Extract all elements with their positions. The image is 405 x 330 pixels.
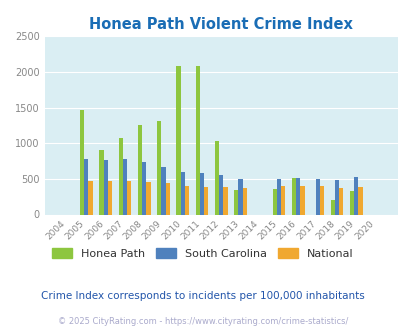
Bar xyxy=(349,191,353,214)
Bar xyxy=(319,186,323,214)
Bar xyxy=(176,66,180,214)
Bar xyxy=(296,178,300,214)
Bar xyxy=(99,149,103,214)
Bar xyxy=(272,189,276,214)
Bar xyxy=(137,125,142,214)
Title: Honea Path Violent Crime Index: Honea Path Violent Crime Index xyxy=(89,17,352,32)
Bar xyxy=(84,159,88,214)
Bar xyxy=(195,66,199,214)
Bar xyxy=(330,200,334,215)
Bar xyxy=(103,160,107,214)
Bar xyxy=(204,187,208,214)
Bar xyxy=(107,181,112,214)
Bar xyxy=(122,159,127,214)
Bar xyxy=(238,179,242,214)
Bar xyxy=(358,187,362,214)
Bar xyxy=(199,173,204,214)
Bar xyxy=(165,183,169,214)
Bar xyxy=(127,181,131,214)
Bar xyxy=(353,178,358,214)
Bar xyxy=(300,186,304,214)
Bar xyxy=(80,110,84,214)
Bar xyxy=(291,178,296,214)
Bar xyxy=(234,190,238,215)
Bar xyxy=(214,141,219,214)
Text: © 2025 CityRating.com - https://www.cityrating.com/crime-statistics/: © 2025 CityRating.com - https://www.city… xyxy=(58,317,347,326)
Bar xyxy=(157,121,161,214)
Bar xyxy=(180,172,184,214)
Bar xyxy=(223,187,227,214)
Bar xyxy=(338,188,343,215)
Bar xyxy=(334,180,338,214)
Bar xyxy=(219,175,223,215)
Bar xyxy=(146,182,150,214)
Bar xyxy=(118,138,122,214)
Bar xyxy=(88,181,92,214)
Bar xyxy=(281,186,285,214)
Bar xyxy=(276,179,281,214)
Bar xyxy=(242,188,246,215)
Bar xyxy=(161,167,165,214)
Bar xyxy=(184,186,189,215)
Bar xyxy=(142,162,146,214)
Bar xyxy=(315,179,319,214)
Legend: Honea Path, South Carolina, National: Honea Path, South Carolina, National xyxy=(48,244,357,263)
Text: Crime Index corresponds to incidents per 100,000 inhabitants: Crime Index corresponds to incidents per… xyxy=(41,291,364,301)
